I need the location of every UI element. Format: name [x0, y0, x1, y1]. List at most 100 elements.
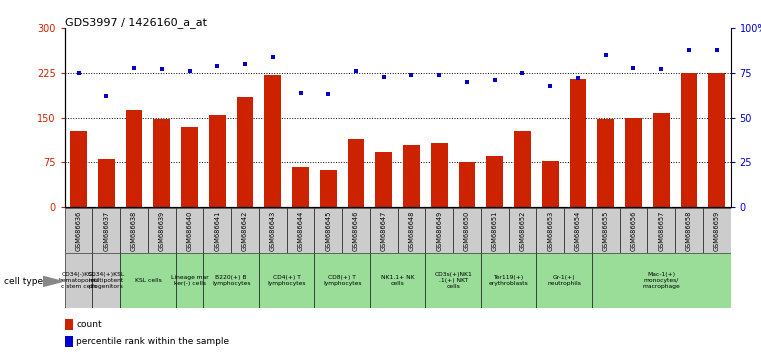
Point: [350, 68, 362, 74]
Bar: [231, 208, 259, 253]
Bar: [203, 253, 259, 308]
Text: GSM686659: GSM686659: [714, 210, 720, 251]
Point: [377, 74, 390, 79]
Bar: [675, 208, 703, 253]
Point: [156, 67, 168, 72]
Bar: [120, 208, 148, 253]
Text: GSM686655: GSM686655: [603, 210, 609, 251]
Text: GDS3997 / 1426160_a_at: GDS3997 / 1426160_a_at: [65, 17, 207, 28]
Bar: [425, 208, 453, 253]
Text: GSM686643: GSM686643: [269, 210, 275, 251]
Bar: [459, 162, 476, 207]
Bar: [203, 208, 231, 253]
Bar: [625, 118, 642, 207]
Bar: [237, 97, 253, 207]
Bar: [486, 156, 503, 207]
Bar: [592, 253, 731, 308]
Text: percentile rank within the sample: percentile rank within the sample: [76, 337, 229, 346]
Bar: [126, 110, 142, 207]
Bar: [287, 208, 314, 253]
Text: GSM686639: GSM686639: [159, 210, 165, 251]
Point: [266, 54, 279, 60]
Bar: [176, 253, 203, 308]
Bar: [209, 115, 225, 207]
Text: GSM686656: GSM686656: [630, 210, 636, 251]
Bar: [514, 131, 531, 207]
Bar: [375, 152, 392, 207]
Bar: [597, 119, 614, 207]
Text: GSM686645: GSM686645: [325, 210, 331, 251]
Bar: [92, 208, 120, 253]
Text: CD34(+)KSL
multipotent
progenitors: CD34(+)KSL multipotent progenitors: [88, 272, 125, 289]
Bar: [481, 208, 508, 253]
Bar: [592, 208, 619, 253]
Point: [489, 77, 501, 83]
Bar: [92, 253, 120, 308]
Bar: [537, 208, 564, 253]
Text: Gr-1(+)
neutrophils: Gr-1(+) neutrophils: [547, 275, 581, 286]
Bar: [348, 138, 365, 207]
Bar: [342, 208, 370, 253]
Text: GSM686654: GSM686654: [575, 210, 581, 251]
Bar: [65, 336, 73, 347]
Bar: [176, 208, 203, 253]
Bar: [537, 253, 592, 308]
Bar: [320, 170, 336, 207]
Bar: [265, 75, 281, 207]
Text: CD34(-)KSL
hematopoieti
c stem cells: CD34(-)KSL hematopoieti c stem cells: [59, 272, 99, 289]
Text: GSM686638: GSM686638: [131, 210, 137, 251]
Text: B220(+) B
lymphocytes: B220(+) B lymphocytes: [212, 275, 250, 286]
Bar: [425, 253, 481, 308]
Text: GSM686641: GSM686641: [215, 210, 220, 251]
Point: [322, 92, 334, 97]
Text: GSM686657: GSM686657: [658, 210, 664, 251]
Point: [572, 75, 584, 81]
Text: CD8(+) T
lymphocytes: CD8(+) T lymphocytes: [323, 275, 361, 286]
Bar: [680, 73, 697, 207]
Text: CD3s(+)NK1
.1(+) NKT
cells: CD3s(+)NK1 .1(+) NKT cells: [435, 272, 472, 289]
Bar: [370, 208, 397, 253]
Text: KSL cells: KSL cells: [135, 278, 161, 283]
Text: cell type: cell type: [4, 277, 43, 286]
Text: Mac-1(+)
monocytes/
macrophage: Mac-1(+) monocytes/ macrophage: [642, 272, 680, 289]
Bar: [397, 208, 425, 253]
Point: [517, 70, 529, 76]
Bar: [370, 253, 425, 308]
Bar: [403, 144, 420, 207]
Text: GSM686636: GSM686636: [75, 210, 81, 251]
Text: GSM686646: GSM686646: [353, 210, 359, 251]
Bar: [564, 208, 592, 253]
Text: Ter119(+)
erythroblasts: Ter119(+) erythroblasts: [489, 275, 528, 286]
Point: [406, 72, 418, 78]
Bar: [314, 253, 370, 308]
Point: [433, 72, 445, 78]
Bar: [70, 131, 87, 207]
Point: [711, 47, 723, 53]
Text: GSM686649: GSM686649: [436, 210, 442, 251]
Bar: [154, 119, 170, 207]
Text: NK1.1+ NK
cells: NK1.1+ NK cells: [380, 275, 415, 286]
Point: [655, 67, 667, 72]
Bar: [148, 208, 176, 253]
Polygon shape: [43, 276, 62, 286]
Bar: [653, 113, 670, 207]
Text: CD4(+) T
lymphocytes: CD4(+) T lymphocytes: [267, 275, 306, 286]
Text: GSM686650: GSM686650: [464, 210, 470, 251]
Point: [128, 65, 140, 70]
Bar: [181, 127, 198, 207]
Bar: [314, 208, 342, 253]
Text: GSM686651: GSM686651: [492, 210, 498, 251]
Bar: [259, 208, 287, 253]
Point: [239, 61, 251, 67]
Bar: [648, 208, 675, 253]
Text: GSM686653: GSM686653: [547, 210, 553, 251]
Bar: [453, 208, 481, 253]
Bar: [508, 208, 537, 253]
Point: [212, 63, 224, 69]
Bar: [708, 73, 725, 207]
Bar: [619, 208, 648, 253]
Point: [683, 47, 695, 53]
Point: [100, 93, 113, 99]
Bar: [65, 253, 92, 308]
Text: Lineage mar
ker(-) cells: Lineage mar ker(-) cells: [170, 275, 209, 286]
